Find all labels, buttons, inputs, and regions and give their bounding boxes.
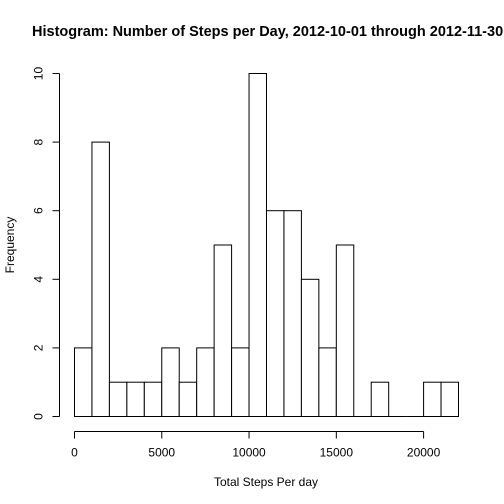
y-axis-label: Frequency <box>3 217 17 274</box>
histogram-bar <box>335 244 355 417</box>
histogram-bar <box>266 210 285 417</box>
x-axis: 0 5000 10000 15000 20000 <box>71 431 441 460</box>
histogram-bar <box>196 347 215 417</box>
y-tick-label: 6 <box>32 207 46 214</box>
histogram-bar <box>91 141 110 417</box>
histogram-bar <box>300 278 320 417</box>
histogram-bar <box>248 73 268 417</box>
chart-title: Histogram: Number of Steps per Day, 2012… <box>32 24 503 40</box>
histogram-bar <box>178 381 198 418</box>
x-tick-label: 5000 <box>148 446 175 460</box>
y-tick-label: 10 <box>32 67 46 81</box>
y-tick-label: 4 <box>32 276 46 283</box>
histogram-bar <box>318 347 337 417</box>
bars-group <box>74 73 459 418</box>
histogram-bar <box>74 347 93 417</box>
histogram-bar <box>126 381 145 418</box>
histogram-bar <box>108 381 128 418</box>
histogram-bar <box>370 381 390 418</box>
histogram-bar <box>440 381 459 418</box>
x-axis-label: Total Steps Per day <box>214 475 318 489</box>
x-tick-label: 0 <box>71 446 78 460</box>
histogram-bar <box>423 381 442 418</box>
x-tick-label: 20000 <box>407 446 441 460</box>
x-tick-label: 10000 <box>232 446 266 460</box>
y-tick-label: 2 <box>32 344 46 351</box>
histogram-bar <box>283 210 302 417</box>
y-axis: 0 2 4 6 8 10 <box>32 67 60 420</box>
x-tick-label: 15000 <box>320 446 354 460</box>
histogram-bar <box>231 347 250 417</box>
histogram-bar <box>213 244 233 417</box>
y-tick-label: 8 <box>32 138 46 145</box>
histogram-bar <box>143 381 163 418</box>
y-tick-label: 0 <box>32 413 46 420</box>
histogram-bar <box>161 347 180 417</box>
